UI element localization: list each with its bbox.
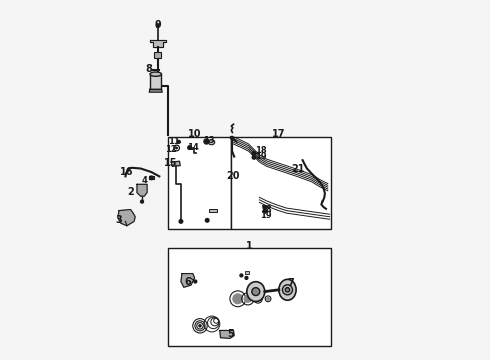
- Text: 4: 4: [142, 176, 148, 185]
- Text: 2: 2: [127, 186, 134, 197]
- Text: 11: 11: [168, 137, 180, 146]
- Bar: [154, 52, 161, 58]
- Text: 8: 8: [145, 64, 152, 74]
- Text: 5: 5: [227, 329, 234, 339]
- Ellipse shape: [282, 285, 293, 295]
- Polygon shape: [137, 184, 147, 196]
- Polygon shape: [148, 176, 154, 179]
- Circle shape: [245, 276, 248, 279]
- Circle shape: [233, 294, 243, 304]
- Text: 16: 16: [120, 167, 134, 177]
- Text: 19: 19: [260, 211, 271, 220]
- Text: 7: 7: [288, 278, 294, 288]
- Text: 20: 20: [226, 171, 240, 181]
- Text: 18: 18: [260, 205, 271, 214]
- Ellipse shape: [150, 72, 162, 76]
- Circle shape: [194, 280, 197, 283]
- Circle shape: [176, 147, 177, 149]
- Polygon shape: [149, 89, 162, 92]
- Circle shape: [156, 24, 159, 27]
- Circle shape: [188, 146, 192, 149]
- Circle shape: [240, 274, 243, 277]
- Ellipse shape: [247, 282, 265, 302]
- Text: 19: 19: [255, 152, 266, 161]
- Text: 15: 15: [164, 158, 177, 168]
- Circle shape: [252, 152, 256, 155]
- Ellipse shape: [285, 288, 290, 292]
- Text: 10: 10: [188, 129, 201, 139]
- Polygon shape: [181, 274, 195, 287]
- Bar: [168, 248, 331, 346]
- Text: 6: 6: [184, 276, 191, 287]
- Text: 1: 1: [246, 240, 253, 251]
- Bar: [168, 137, 231, 229]
- Bar: [209, 209, 217, 212]
- Circle shape: [252, 156, 256, 159]
- Circle shape: [149, 176, 153, 180]
- Polygon shape: [118, 210, 135, 226]
- Text: 14: 14: [187, 143, 199, 152]
- Circle shape: [255, 296, 261, 301]
- Circle shape: [245, 295, 251, 302]
- Bar: [150, 74, 162, 89]
- Circle shape: [267, 297, 270, 300]
- Circle shape: [141, 200, 144, 203]
- Ellipse shape: [208, 140, 215, 145]
- Circle shape: [263, 206, 267, 209]
- Text: 12: 12: [165, 145, 177, 154]
- Text: 13: 13: [203, 136, 215, 145]
- Circle shape: [205, 219, 209, 222]
- Polygon shape: [220, 330, 234, 338]
- Text: 3: 3: [115, 215, 122, 225]
- Text: 21: 21: [292, 164, 305, 174]
- Polygon shape: [149, 40, 166, 47]
- Circle shape: [179, 220, 183, 223]
- Bar: [231, 137, 331, 229]
- Ellipse shape: [252, 288, 260, 296]
- Text: 9: 9: [154, 20, 161, 30]
- Ellipse shape: [279, 279, 296, 300]
- Text: 17: 17: [272, 129, 285, 139]
- Text: 18: 18: [255, 146, 266, 155]
- Polygon shape: [171, 161, 180, 166]
- Circle shape: [199, 325, 201, 327]
- Bar: [245, 271, 248, 274]
- Circle shape: [204, 139, 209, 144]
- Circle shape: [177, 140, 180, 143]
- Circle shape: [263, 210, 267, 213]
